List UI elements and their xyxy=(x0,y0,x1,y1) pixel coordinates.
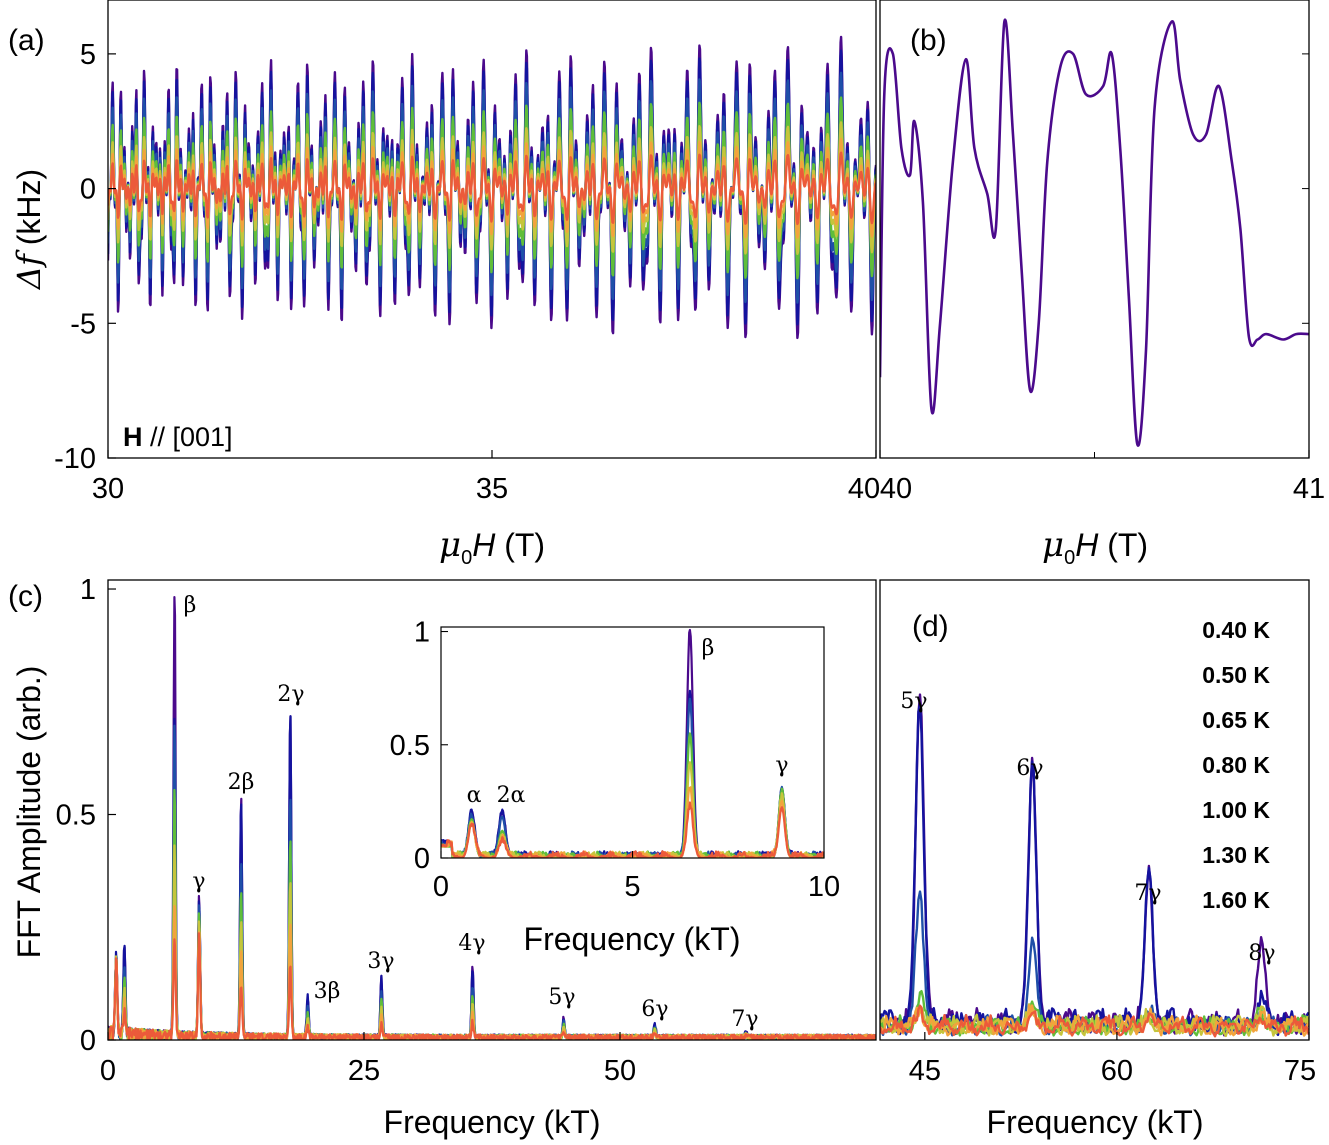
peak-label-inset-β: β xyxy=(702,636,715,661)
peak-label-c-2γ: 2γ xyxy=(277,682,304,707)
panel-b-frame xyxy=(879,0,1310,459)
panel-b-label: (b) xyxy=(910,24,947,57)
panel-c-label: (c) xyxy=(8,580,43,613)
panel-b-xtick-label: 40 xyxy=(880,473,912,505)
inset-ytick-label: 1 xyxy=(414,617,430,649)
panel-d-series-040K xyxy=(880,693,1309,1037)
panel-d-series-160K xyxy=(880,1004,1309,1038)
panel-a-series-160K xyxy=(108,151,876,226)
panel-c-inset: 0 5 10 0 0.5 1 α 2α β γ Frequency (kT) xyxy=(390,617,840,957)
panel-c-ytick-label: 0 xyxy=(80,1025,96,1057)
panel-c-series xyxy=(108,596,876,1040)
panel-a-xtick-label: 30 xyxy=(92,473,124,505)
panel-c-xtick-label: 50 xyxy=(604,1055,636,1087)
panel-d-label: (d) xyxy=(912,610,949,643)
peak-label-c-6γ: 6γ xyxy=(641,997,668,1022)
panel-b-series xyxy=(880,18,1309,447)
panel-a-xlabel: μ0H (T) xyxy=(439,525,545,569)
panel-b-xlabel: μ0H (T) xyxy=(1042,525,1148,569)
panel-d-series xyxy=(880,693,1309,1038)
panel-a-ytick-label: 5 xyxy=(80,39,96,71)
field-vector-symbol: H xyxy=(123,422,143,452)
panel-c-xlabel: Frequency (kT) xyxy=(384,1104,601,1140)
panel-c-frame xyxy=(107,579,877,1041)
peak-label-d-6γ: 6γ xyxy=(1016,756,1043,781)
peak-label-c-β: β xyxy=(184,593,197,618)
peak-label-d-8γ: 8γ xyxy=(1248,941,1275,966)
panel-b: 40 41 (b) μ0H (T) xyxy=(879,0,1325,569)
peak-label-inset-α: α xyxy=(467,783,482,808)
panel-c-peak-labels: β γ 2β 2γ 3β 3γ 4γ 5γ 6γ 7γ xyxy=(184,593,759,1032)
panel-c-xtick-label: 0 xyxy=(100,1055,116,1087)
legend-entry-160K: 1.60 K xyxy=(1202,887,1270,913)
inset-ytick-label: 0 xyxy=(414,843,430,875)
legend-entry-100K: 1.00 K xyxy=(1202,797,1270,823)
panel-c-ticks: 0 25 50 0 0.5 1 xyxy=(56,574,636,1087)
peak-label-c-γ: γ xyxy=(192,869,205,894)
field-direction-text: // [001] xyxy=(143,422,233,452)
panel-a-ylabel: Δf (kHz) xyxy=(10,169,48,291)
panel-d-ticks: 45 60 75 xyxy=(909,1032,1316,1087)
panel-d-xlabel: Frequency (kT) xyxy=(987,1104,1204,1140)
panel-d-xtick-label: 60 xyxy=(1101,1055,1133,1087)
panel-c-ytick-label: 0.5 xyxy=(56,800,96,832)
inset-background xyxy=(441,627,824,858)
inset-ticks: 0 5 10 0 0.5 1 xyxy=(390,617,840,903)
peak-label-c-3β: 3β xyxy=(314,979,341,1004)
peak-label-c-2β: 2β xyxy=(228,770,255,795)
panel-c-series-160K xyxy=(108,932,876,1040)
panel-b-ticks: 40 41 xyxy=(879,53,1325,505)
peak-label-d-5γ: 5γ xyxy=(900,689,927,714)
inset-xtick-label: 0 xyxy=(433,871,449,903)
field-direction-annotation: H // [001] xyxy=(123,422,233,452)
panel-b-xtick-label: 41 xyxy=(1293,473,1325,505)
inset-xtick-label: 10 xyxy=(808,871,840,903)
panel-a-ytick-label: -10 xyxy=(54,443,96,475)
panel-c-xtick-label: 25 xyxy=(348,1055,380,1087)
panel-a-ytick-label: -5 xyxy=(70,308,96,340)
panel-c-series-130K xyxy=(108,904,876,1040)
peak-label-inset-2α: 2α xyxy=(497,783,526,808)
panel-a: 30 35 40 5 0 -5 -10 (a) H // [001] Δf (kHz) μ0… xyxy=(8,0,880,569)
peak-label-inset-γ: γ xyxy=(775,753,788,778)
legend-entry-040K: 0.40 K xyxy=(1202,617,1270,643)
legend-entry-050K: 0.50 K xyxy=(1202,662,1270,688)
inset-ytick-label: 0.5 xyxy=(390,730,430,762)
inset-xlabel: Frequency (kT) xyxy=(524,921,741,957)
panel-d-xtick-label: 75 xyxy=(1284,1055,1316,1087)
panel-d-peak-labels: 5γ 6γ 7γ 8γ xyxy=(900,689,1275,966)
panel-a-xtick-label: 40 xyxy=(848,473,880,505)
panel-d-xtick-label: 45 xyxy=(909,1055,941,1087)
peak-label-c-4γ: 4γ xyxy=(458,931,485,956)
panel-d-frame xyxy=(879,579,1310,1041)
panel-a-ytick-label: 0 xyxy=(80,174,96,206)
peak-label-c-5γ: 5γ xyxy=(548,985,575,1010)
peak-label-d-7γ: 7γ xyxy=(1134,881,1161,906)
panel-b-series-0.40K xyxy=(880,18,1309,447)
inset-xtick-label: 5 xyxy=(624,871,640,903)
peak-label-c-7γ: 7γ xyxy=(731,1007,758,1032)
panel-c-series-100K xyxy=(108,844,876,1040)
legend-entry-065K: 0.65 K xyxy=(1202,707,1270,733)
inset-peak-labels: α 2α β γ xyxy=(467,636,789,808)
panel-a-xtick-label: 35 xyxy=(476,473,508,505)
panel-c-ylabel: FFT Amplitude (arb.) xyxy=(11,666,47,959)
legend: 0.40 K 0.50 K 0.65 K 0.80 K 1.00 K 1.30 K 1.60… xyxy=(1202,617,1270,913)
panel-c-ytick-label: 1 xyxy=(80,574,96,606)
panel-a-label: (a) xyxy=(8,24,45,57)
peak-label-c-3γ: 3γ xyxy=(367,949,394,974)
panel-a-ticks: 30 35 40 5 0 -5 -10 xyxy=(54,39,880,505)
panel-a-series xyxy=(108,35,876,340)
legend-entry-080K: 0.80 K xyxy=(1202,752,1270,778)
legend-entry-130K: 1.30 K xyxy=(1202,842,1270,868)
